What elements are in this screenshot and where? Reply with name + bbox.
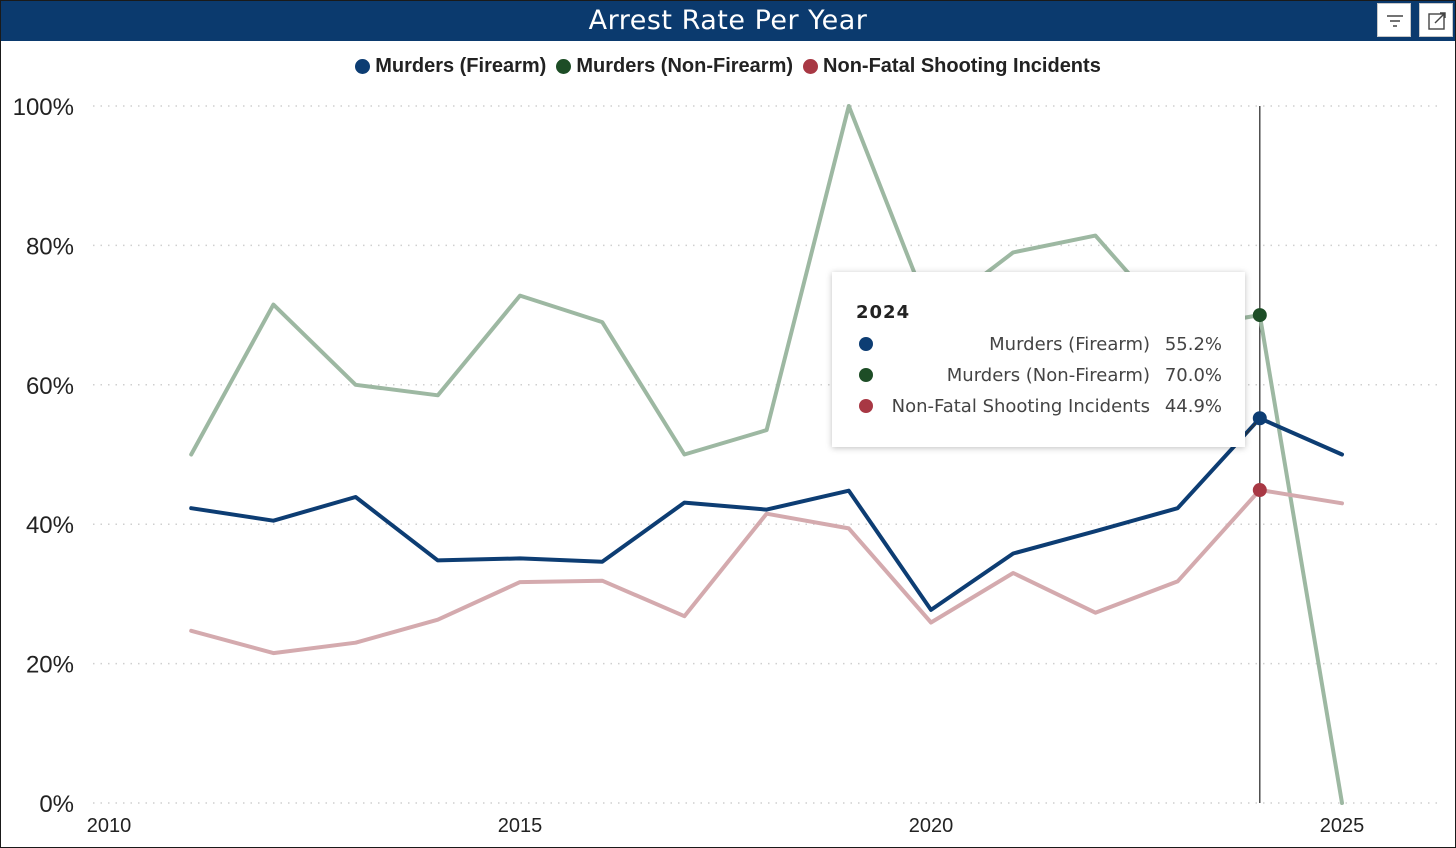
legend-item[interactable]: Murders (Non-Firearm) [556,55,793,78]
legend-item[interactable]: Murders (Firearm) [355,55,546,78]
tooltip-pointer [1245,422,1257,435]
tooltip-title: 2024 [856,302,911,323]
series-line [189,488,1344,656]
tooltip-label: Murders (Firearm) [989,334,1150,355]
highlight-marker [1252,411,1267,426]
legend-dot [803,58,819,74]
legend-label: Non-Fatal Shooting Incidents [823,54,1101,77]
y-tick-label: 60% [26,373,74,400]
tooltip-label: Non-Fatal Shooting Incidents [891,396,1150,417]
legend-label: Murders (Firearm) [375,54,547,77]
tooltip-value: 44.9% [1164,396,1222,417]
focus-mode-icon [1428,12,1446,30]
highlight-marker [1252,308,1267,323]
series-line [189,416,1344,612]
x-tick-label: 2020 [909,815,954,837]
chart-title: Arrest Rate Per Year [588,5,868,36]
legend-label: Murders (Non-Firearm) [576,54,794,77]
filter-button[interactable] [1377,3,1411,37]
highlight-marker [1252,483,1267,498]
y-tick-label: 80% [26,233,74,260]
title-bar: Arrest Rate Per Year [1,1,1455,41]
series-line [189,104,1344,805]
x-tick-label: 2010 [87,815,132,837]
y-tick-label: 0% [39,791,74,818]
tooltip-row: Murders (Firearm) 55.2% [856,334,1222,360]
y-tick-label: 40% [26,512,74,539]
legend-dot [556,58,572,74]
tooltip-dot [859,337,873,351]
y-tick-label: 100% [13,94,74,121]
tooltip-label: Murders (Non-Firearm) [946,365,1150,386]
legend: Murders (Firearm) Murders (Non-Firearm) No… [1,51,1455,81]
legend-item[interactable]: Non-Fatal Shooting Incidents [803,55,1101,78]
focus-mode-button[interactable] [1419,3,1453,37]
tooltip-dot [859,368,873,382]
filter-icon [1387,15,1403,27]
y-tick-label: 20% [26,652,74,679]
tooltip-value: 70.0% [1164,365,1222,386]
legend-dot [355,58,371,74]
x-tick-label: 2015 [498,815,543,837]
tooltip-row: Non-Fatal Shooting Incidents 44.9% [856,396,1222,422]
x-tick-label: 2025 [1320,815,1365,837]
tooltip-dot [859,399,873,413]
tooltip: 2024 Murders (Firearm) 55.2% Murders (No… [832,272,1245,447]
tooltip-row: Murders (Non-Firearm) 70.0% [856,365,1222,391]
tooltip-value: 55.2% [1164,334,1222,355]
